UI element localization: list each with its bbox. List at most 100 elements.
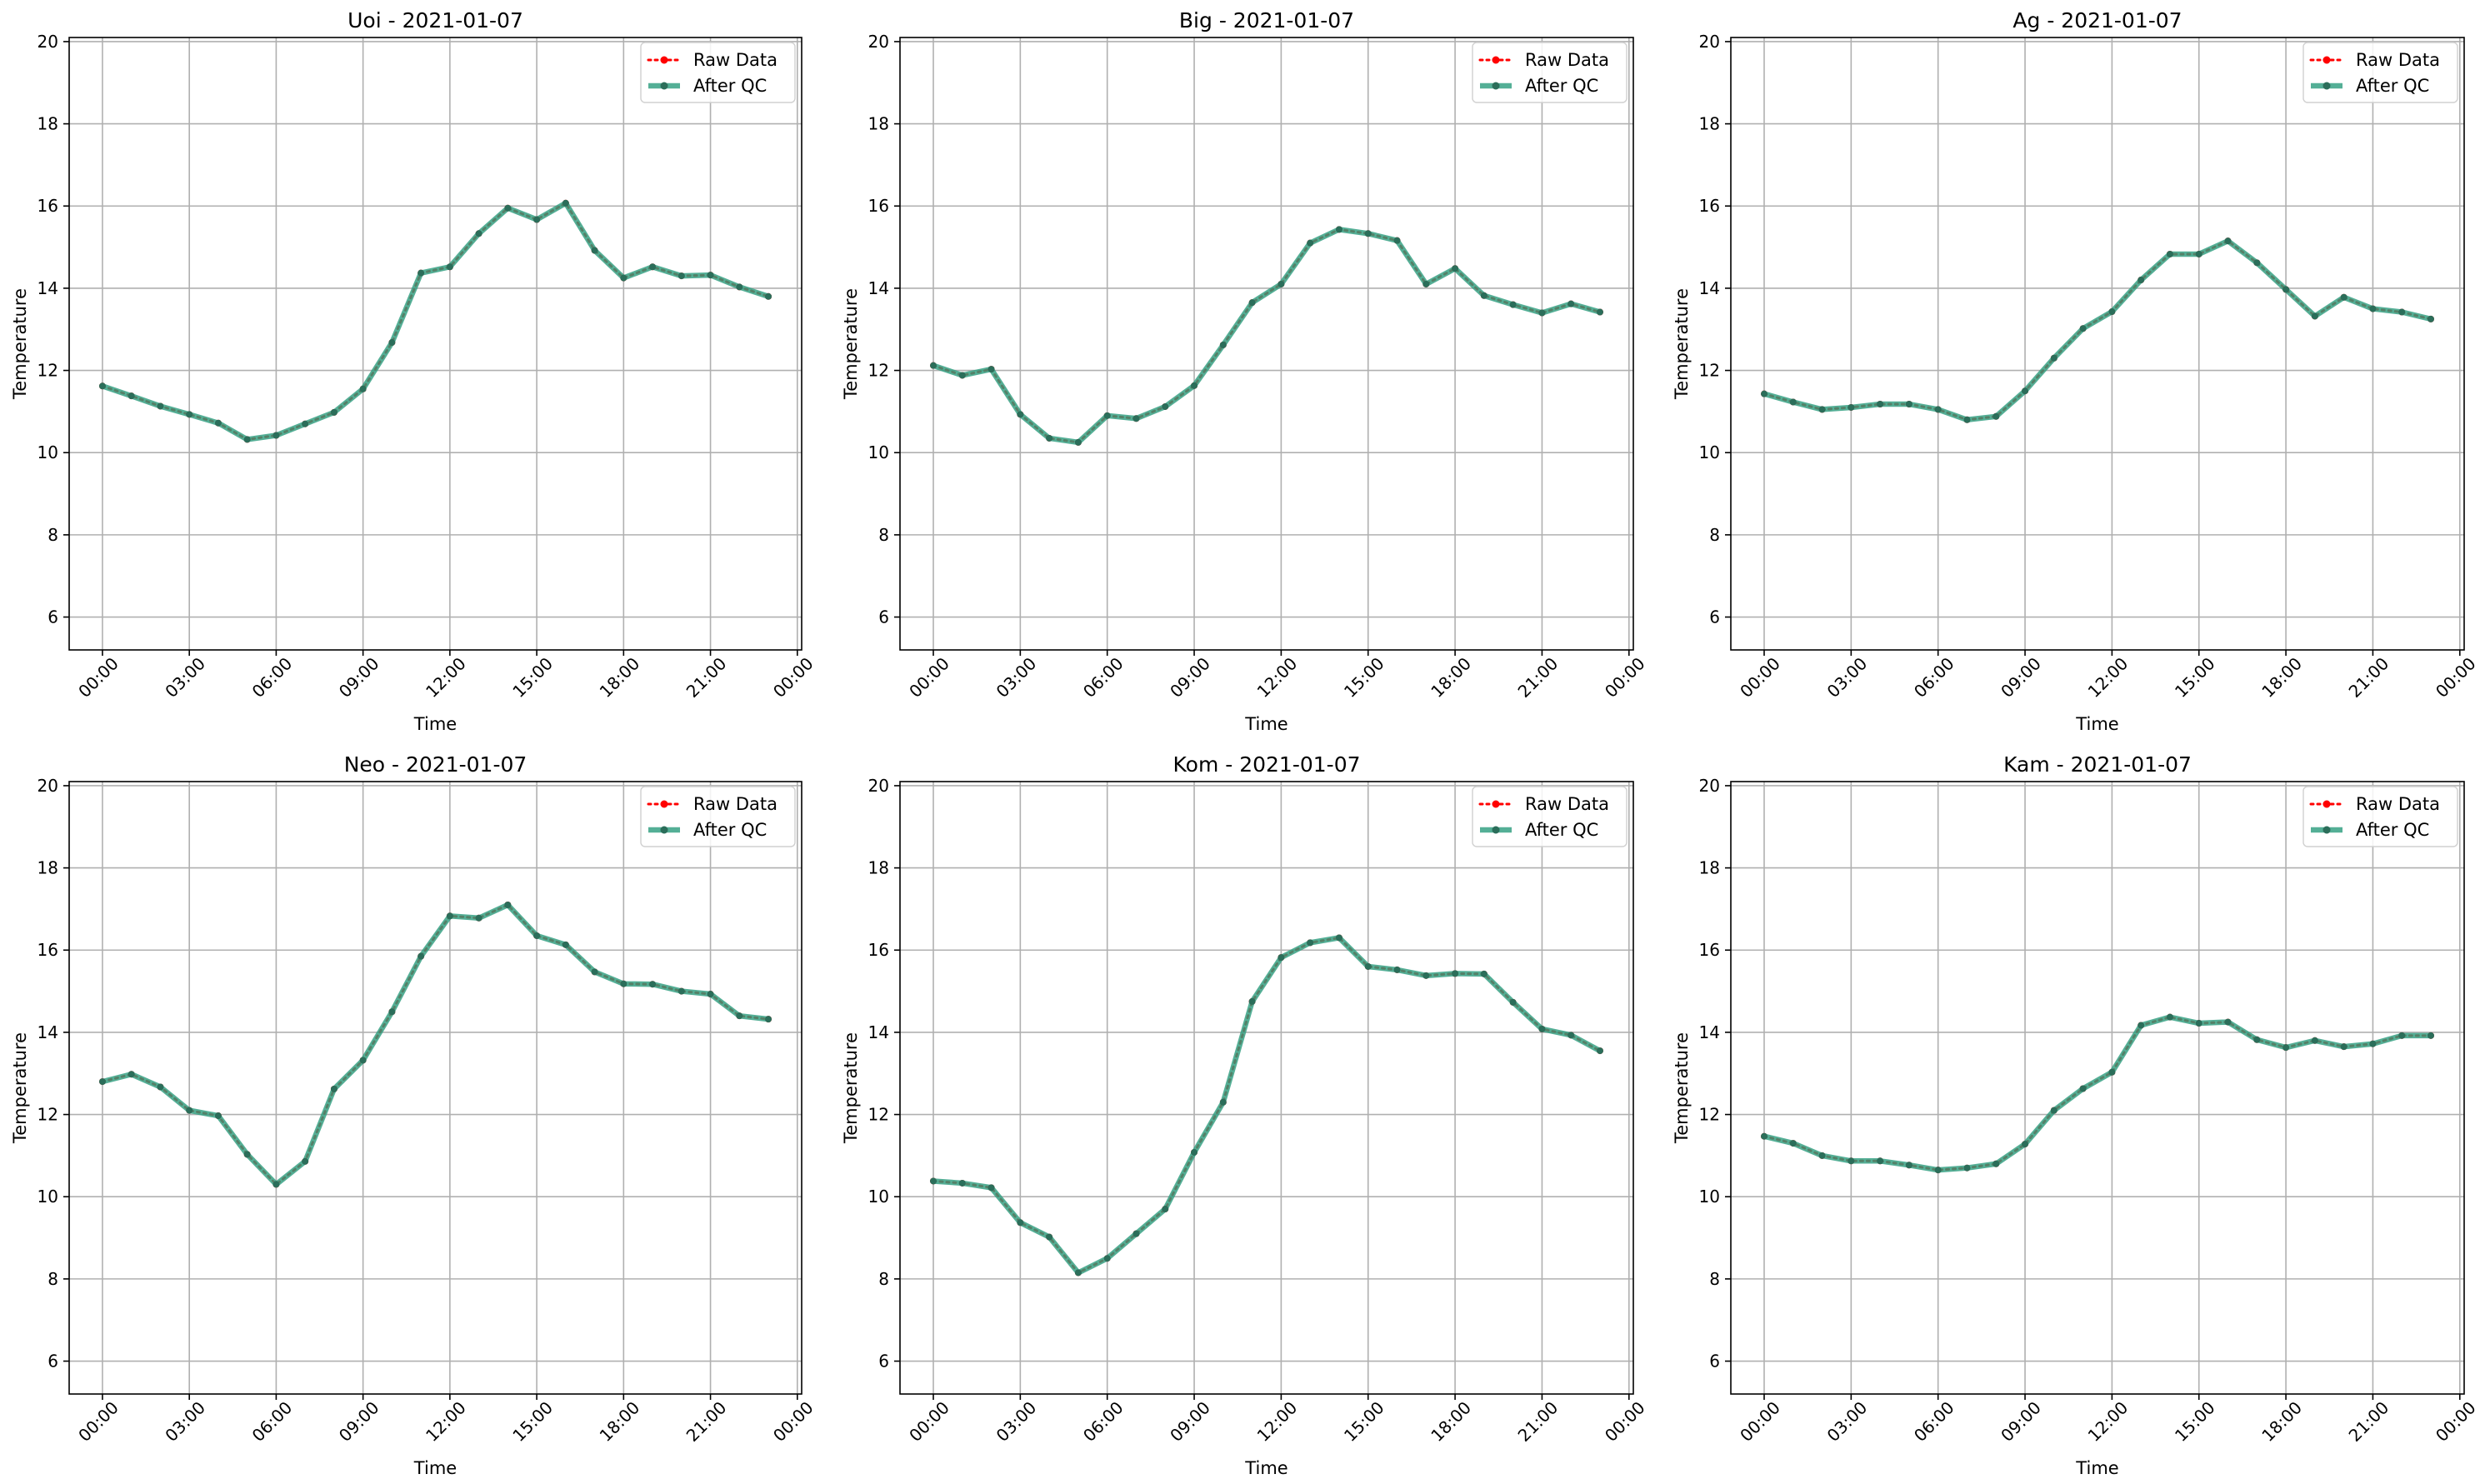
after-qc-point [736, 1012, 743, 1020]
after-qc-point [1219, 1098, 1227, 1106]
after-qc-point [1934, 1167, 1942, 1174]
after-qc-point [2022, 1141, 2029, 1148]
y-tick-label: 12 [868, 361, 889, 381]
after-qc-point [1132, 415, 1140, 422]
after-qc-point [388, 1008, 396, 1016]
x-tick-label: 09:00 [335, 653, 383, 702]
after-qc-point [2428, 315, 2434, 322]
after-qc-point [2428, 1032, 2434, 1039]
after-qc-point [1538, 1025, 1546, 1032]
x-axis-label: Time [1244, 1458, 1288, 1478]
after-qc-point [1818, 406, 1826, 413]
after-qc-point [1307, 239, 1314, 247]
x-tick-label: 03:00 [161, 653, 209, 702]
after-qc-point [2224, 1018, 2232, 1026]
legend: Raw Data After QC [2302, 786, 2458, 847]
x-tick-label: 12:00 [2084, 1397, 2132, 1446]
y-tick-label: 8 [878, 525, 889, 545]
y-tick-label: 18 [868, 858, 889, 878]
y-tick-label: 18 [1699, 114, 1720, 134]
legend-raw-marker [1492, 56, 1500, 64]
after-qc-line [102, 902, 769, 1187]
after-qc-point [418, 952, 425, 960]
after-qc-point [1538, 309, 1546, 317]
after-qc-point [214, 1112, 222, 1120]
axes-frame [1730, 781, 2465, 1395]
after-qc-point [1335, 934, 1342, 942]
after-qc-point [1248, 997, 1256, 1005]
y-tick-label: 10 [868, 1187, 889, 1207]
chart-panel: 00:00 03:00 06:00 09:00 12:00 15:00 18:00 21:00… [10, 752, 818, 1478]
y-tick-label: 6 [878, 1352, 889, 1372]
x-tick-label: 18:00 [2258, 653, 2306, 702]
y-tick-label: 8 [48, 1269, 58, 1289]
chart-title: Uoi - 2021-01-07 [348, 8, 523, 32]
after-qc-point [736, 283, 743, 291]
after-qc-point [388, 339, 396, 347]
legend-qc-marker [1492, 82, 1500, 90]
after-qc-point [1877, 1157, 1884, 1165]
after-qc-point [446, 263, 453, 271]
x-tick-label: 12:00 [2084, 653, 2132, 702]
legend-qc-label: After QC [1525, 820, 1598, 840]
legend-qc-marker [660, 826, 668, 834]
raw-data-line [1762, 1016, 2432, 1172]
legend-raw-marker [2322, 800, 2331, 808]
y-axis-label: Temperature [10, 288, 30, 400]
y-tick-label: 16 [38, 940, 58, 960]
after-qc-point [1963, 1164, 1971, 1172]
after-qc-point [128, 1071, 135, 1078]
x-axis-label: Time [2075, 1458, 2118, 1478]
x-tick-label: 15:00 [2171, 653, 2219, 702]
after-qc-point [1307, 939, 1314, 947]
after-qc-point [649, 981, 657, 988]
after-qc-point [1818, 1152, 1826, 1159]
after-qc-point [330, 408, 338, 416]
raw-data-line [932, 227, 1602, 444]
y-tick-label: 16 [38, 196, 58, 216]
y-tick-label: 12 [38, 361, 58, 381]
after-qc-point [1452, 265, 1459, 272]
x-tick-label: 21:00 [2345, 653, 2393, 702]
x-tick-label: 00:00 [2432, 1397, 2480, 1446]
after-qc-point [302, 1157, 309, 1165]
x-tick-label: 03:00 [1823, 653, 1872, 702]
x-tick-label: 12:00 [422, 1397, 470, 1446]
after-qc-point [157, 402, 164, 410]
raw-data-line [1762, 239, 2432, 422]
after-qc-point [1761, 1132, 1768, 1140]
legend: Raw Data After QC [2302, 42, 2458, 103]
after-qc-point [1848, 403, 1855, 411]
y-tick-label: 6 [878, 607, 889, 627]
after-qc-point [1191, 382, 1198, 389]
after-qc-point [562, 941, 569, 948]
after-qc-point [1074, 1269, 1082, 1277]
legend-raw-label: Raw Data [693, 50, 778, 70]
after-qc-point [1191, 1148, 1198, 1156]
x-tick-label: 21:00 [1514, 653, 1562, 702]
after-qc-point [1074, 438, 1082, 446]
after-qc-point [988, 366, 995, 373]
y-tick-label: 10 [38, 1187, 58, 1207]
after-qc-point [1963, 416, 1971, 423]
y-tick-label: 20 [38, 776, 58, 796]
x-tick-label: 03:00 [992, 1397, 1041, 1446]
legend-raw-marker [660, 56, 668, 64]
y-tick-label: 16 [868, 196, 889, 216]
y-tick-label: 14 [1699, 278, 1720, 298]
x-tick-label: 18:00 [2258, 1397, 2306, 1446]
chart-title: Big - 2021-01-07 [1179, 8, 1354, 32]
y-tick-label: 6 [48, 607, 58, 627]
raw-data-line [101, 903, 770, 1187]
after-qc-point [1017, 1219, 1024, 1227]
x-tick-label: 21:00 [682, 1397, 731, 1446]
x-tick-label: 00:00 [1601, 653, 1649, 702]
after-qc-point [504, 901, 512, 908]
x-tick-label: 21:00 [1514, 1397, 1562, 1446]
y-tick-label: 14 [1699, 1022, 1720, 1042]
axes-frame [68, 37, 802, 651]
y-tick-label: 8 [878, 1269, 889, 1289]
after-qc-point [243, 1151, 251, 1158]
legend-qc-label: After QC [2356, 820, 2429, 840]
after-qc-point [2050, 1107, 2058, 1114]
